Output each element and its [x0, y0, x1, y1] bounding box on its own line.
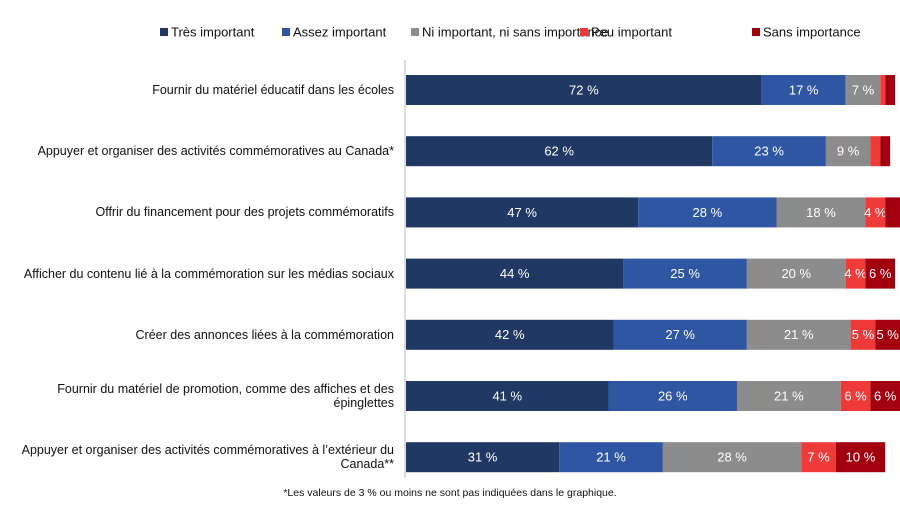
- bar-segment: [613, 319, 747, 350]
- bar-segment: [662, 442, 802, 473]
- value-label: 28 %: [693, 205, 723, 220]
- legend-label: Très important: [171, 24, 255, 39]
- value-label: 31 %: [468, 450, 498, 465]
- value-label: 6 %: [874, 388, 897, 403]
- value-label: 7 %: [807, 450, 830, 465]
- bar-segment: [865, 258, 896, 289]
- bar-segment: [638, 197, 777, 228]
- category-label: Fournir du matériel de promotion, comme …: [57, 382, 394, 410]
- value-label: 42 %: [495, 327, 525, 342]
- bar-segment: [835, 442, 886, 473]
- bar-segment: [870, 381, 900, 411]
- value-label: 62 %: [544, 144, 574, 159]
- value-label: 5 %: [876, 327, 899, 342]
- legend-label: Sans importance: [763, 24, 861, 39]
- bar-segment: [825, 136, 871, 167]
- bar-segment: [776, 197, 866, 228]
- bar-segment: [712, 136, 826, 167]
- legend-label: Peu important: [591, 24, 672, 39]
- value-label: 9 %: [837, 144, 860, 159]
- value-label: 4 %: [844, 266, 867, 281]
- bar-segment: [406, 381, 609, 411]
- value-label: 5 %: [852, 327, 875, 342]
- value-label: 25 %: [670, 266, 700, 281]
- bar-segment: [801, 442, 836, 473]
- legend-label: Assez important: [293, 24, 387, 39]
- value-label: 18 %: [806, 205, 836, 220]
- value-label: 21 %: [784, 327, 814, 342]
- bar-segment: [406, 442, 560, 473]
- category-label: Afficher du contenu lié à la commémorati…: [23, 266, 394, 281]
- legend-swatch: [282, 28, 290, 36]
- bar-segment: [406, 136, 713, 167]
- bar-segment: [736, 381, 841, 411]
- bar-segment: [885, 197, 900, 228]
- bar-segment: [875, 319, 900, 350]
- bar-segment: [406, 319, 614, 350]
- bar-segment: [850, 319, 876, 350]
- value-label: 10 %: [846, 450, 876, 465]
- legend-swatch: [160, 28, 168, 36]
- bar-segment: [406, 258, 624, 289]
- bar-segment: [746, 258, 846, 289]
- bar-segment: [880, 136, 891, 167]
- category-label: Créer des annonces liées à la commémorat…: [135, 327, 394, 342]
- value-label: 28 %: [717, 450, 747, 465]
- value-label: 23 %: [754, 144, 784, 159]
- bar-segment: [608, 381, 737, 411]
- category-label: Offrir du financement pour des projets c…: [95, 205, 394, 220]
- value-label: 21 %: [596, 450, 626, 465]
- bar-segment: [865, 197, 886, 228]
- category-label: Appuyer et organiser des activités commé…: [21, 443, 394, 472]
- bar-segment: [406, 197, 639, 228]
- legend-label: Ni important, ni sans importance: [422, 24, 608, 39]
- bar-segment: [746, 319, 851, 350]
- bar-segment: [406, 75, 762, 105]
- value-label: 17 %: [789, 82, 819, 97]
- legend-swatch: [752, 28, 760, 36]
- bar-segment: [885, 75, 896, 105]
- bar-segment: [623, 258, 747, 289]
- category-label: Fournir du matériel éducatif dans les éc…: [152, 83, 394, 97]
- value-label: 21 %: [774, 388, 804, 403]
- category-label: Appuyer et organiser des activités commé…: [37, 144, 394, 159]
- value-label: 4 %: [864, 205, 887, 220]
- legend-swatch: [411, 28, 419, 36]
- value-label: 72 %: [569, 82, 599, 97]
- legend-swatch: [580, 28, 588, 36]
- footnote: *Les valeurs de 3 % ou moins ne sont pas…: [283, 487, 617, 499]
- value-label: 20 %: [781, 266, 811, 281]
- value-label: 7 %: [852, 82, 875, 97]
- value-label: 44 %: [500, 266, 530, 281]
- bar-segment: [761, 75, 846, 105]
- value-label: 26 %: [658, 388, 688, 403]
- bar-segment: [845, 258, 866, 289]
- bar-segment: [840, 381, 871, 411]
- bar-segment: [870, 136, 881, 167]
- bar-segment: [880, 75, 886, 105]
- value-label: 6 %: [844, 388, 867, 403]
- bar-segment: [559, 442, 663, 473]
- value-label: 27 %: [665, 327, 695, 342]
- value-label: 47 %: [507, 205, 537, 220]
- value-label: 41 %: [492, 388, 522, 403]
- value-label: 6 %: [869, 266, 892, 281]
- bar-segment: [845, 75, 881, 105]
